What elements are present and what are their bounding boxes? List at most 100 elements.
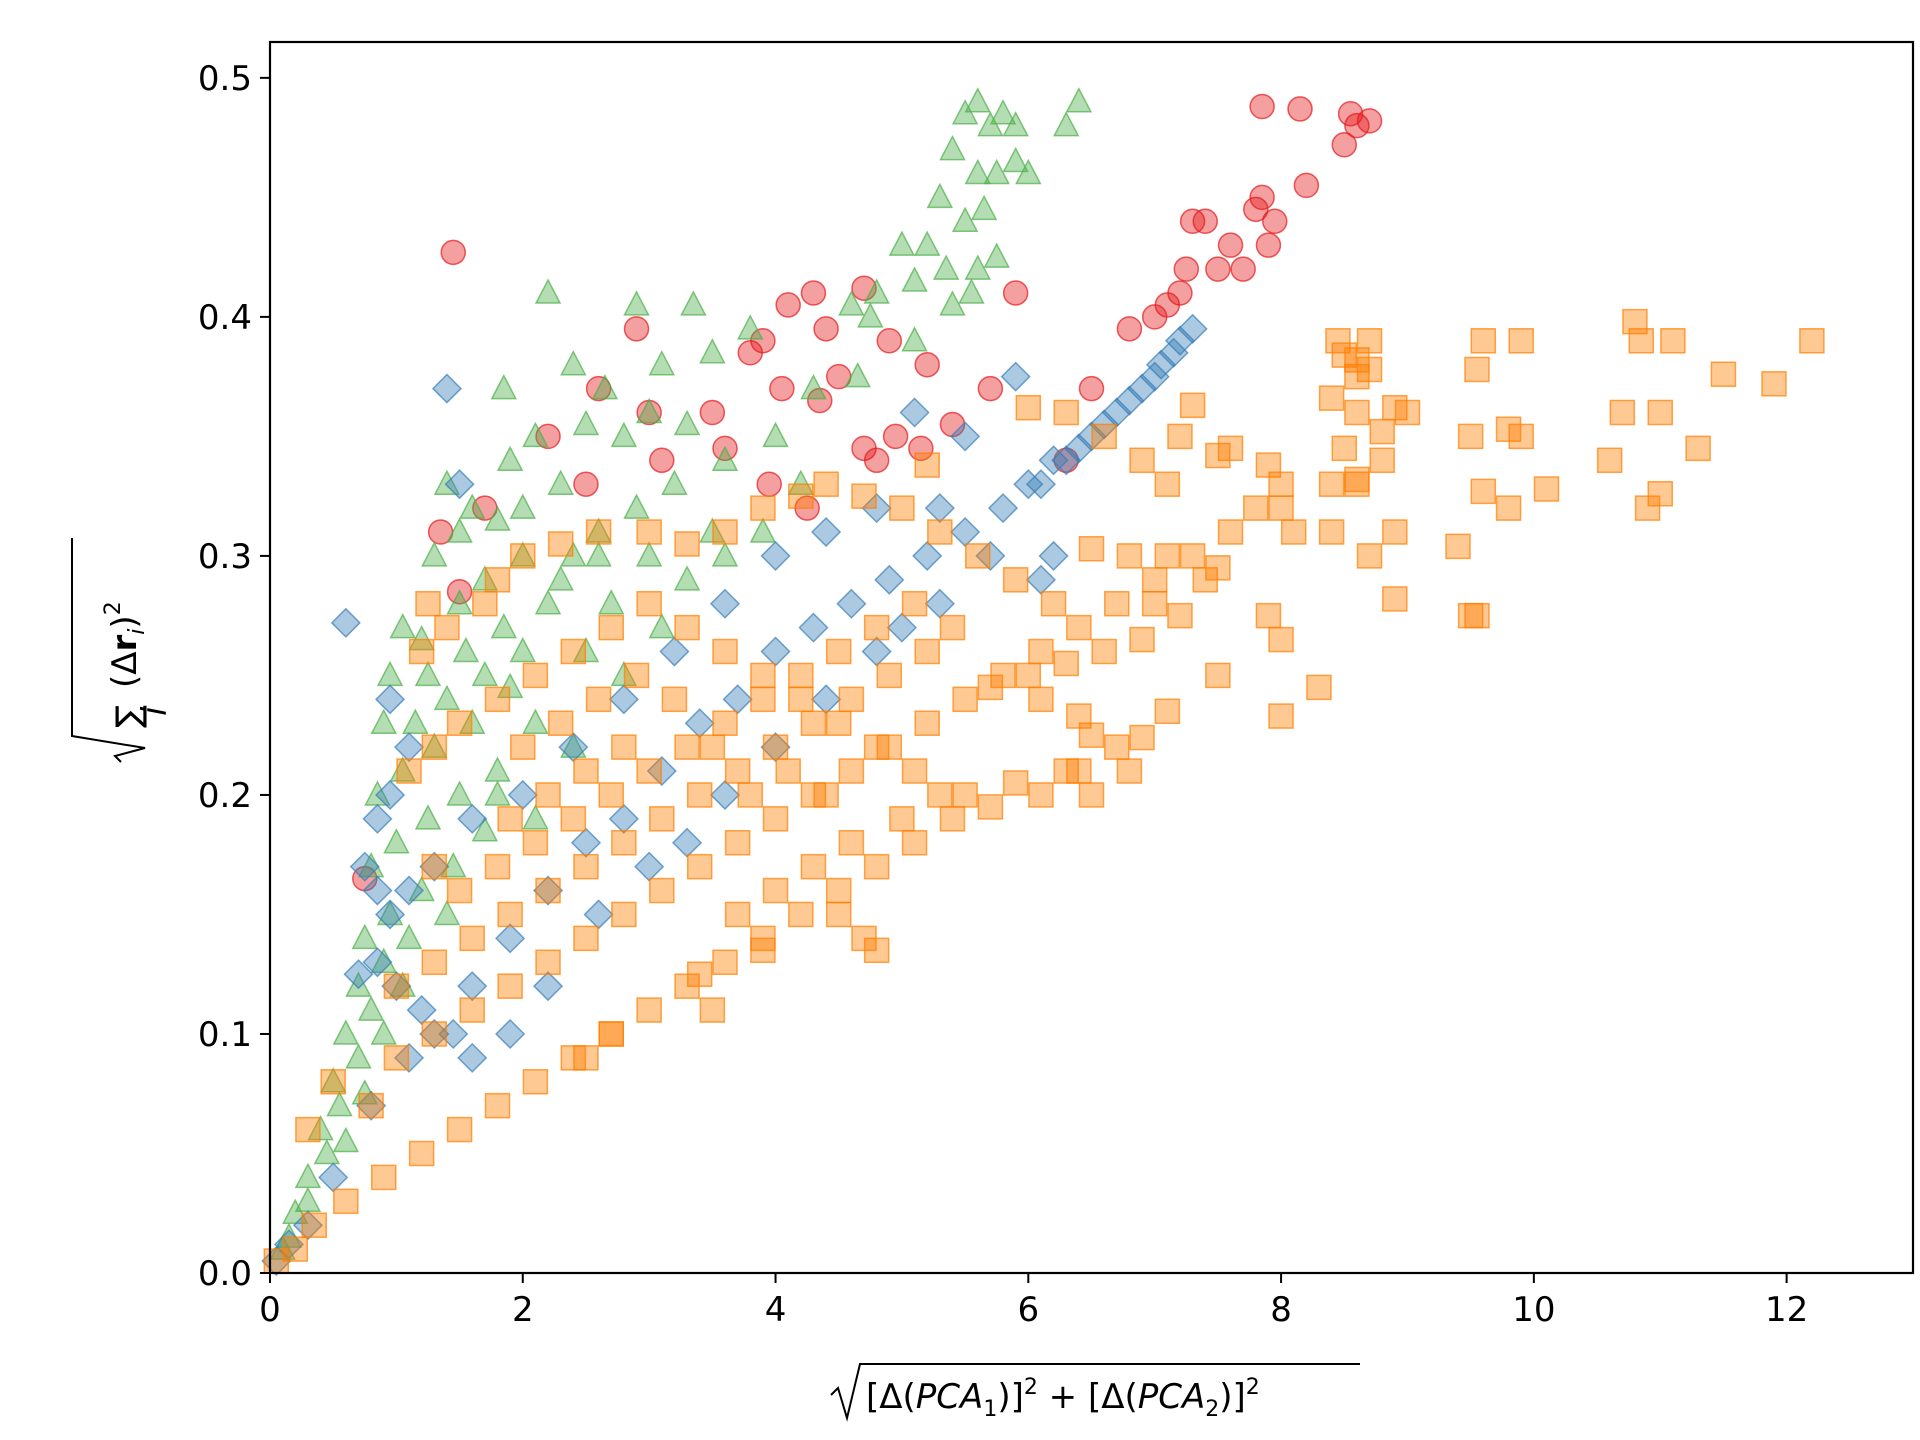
- data-point-triangle: [326, 1091, 353, 1117]
- data-point-circle: [1287, 96, 1313, 122]
- data-point-square: [876, 662, 903, 689]
- data-point-triangle: [623, 493, 650, 519]
- data-point-square: [863, 614, 890, 641]
- data-point-diamond: [362, 803, 393, 834]
- data-point-square: [573, 853, 599, 880]
- data-point-square: [1078, 782, 1105, 808]
- data-point-triangle: [509, 541, 537, 567]
- data-point-triangle: [509, 493, 537, 519]
- data-point-square: [1761, 371, 1787, 397]
- data-point-diamond: [583, 899, 614, 930]
- data-point-triangle: [560, 732, 587, 758]
- data-point-square: [712, 638, 738, 665]
- data-point-triangle: [496, 445, 524, 472]
- x-tick-label: 4: [765, 1290, 787, 1330]
- data-point-square: [1002, 567, 1029, 593]
- data-point-square: [939, 614, 966, 641]
- data-point-triangle: [926, 182, 954, 209]
- data-point-square: [1217, 435, 1244, 462]
- data-point-triangle: [421, 541, 448, 567]
- data-point-square: [838, 686, 865, 713]
- data-point-square: [1470, 478, 1497, 505]
- data-point-square: [674, 614, 700, 641]
- data-point-square: [295, 1116, 321, 1143]
- data-point-square: [1053, 399, 1079, 426]
- data-point-diamond: [798, 612, 829, 643]
- data-point-square: [863, 853, 890, 880]
- data-point-square: [459, 997, 485, 1023]
- data-point-circle: [800, 280, 827, 306]
- data-point-square: [636, 519, 662, 545]
- data-point-circle: [1230, 256, 1256, 282]
- data-point-triangle: [901, 266, 928, 292]
- data-point-square: [484, 686, 511, 713]
- data-point-diamond: [419, 851, 450, 882]
- data-point-square: [1015, 394, 1042, 421]
- data-point-square: [788, 662, 814, 689]
- data-point-diamond: [1139, 361, 1170, 392]
- data-point-square: [1243, 495, 1269, 521]
- data-point-square: [370, 1164, 397, 1191]
- data-point-diamond: [874, 564, 905, 595]
- data-point-square: [825, 901, 852, 928]
- data-point-square: [699, 997, 726, 1023]
- data-point-square: [1002, 770, 1029, 796]
- data-point-diamond: [343, 959, 374, 990]
- data-point-square: [1306, 674, 1332, 701]
- data-point-circle: [1192, 208, 1218, 235]
- data-point-square: [383, 1045, 410, 1071]
- data-point-square: [1154, 543, 1181, 569]
- data-point-square: [1015, 662, 1042, 689]
- data-point-square: [1280, 519, 1307, 545]
- data-point-square: [1141, 567, 1168, 593]
- data-point-triangle: [610, 421, 638, 448]
- data-point-triangle: [560, 350, 587, 376]
- data-point-circle: [1337, 100, 1364, 127]
- data-point-square: [1091, 423, 1117, 450]
- data-point-circle: [1262, 208, 1288, 235]
- data-point-diamond: [457, 803, 488, 834]
- data-point-square: [598, 1021, 624, 1047]
- data-point-square: [408, 638, 435, 665]
- data-point-circle: [876, 328, 903, 354]
- data-point-triangle: [446, 589, 473, 615]
- data-point-circle: [1173, 256, 1200, 282]
- data-point-circle: [699, 399, 726, 426]
- data-point-triangle: [522, 708, 549, 734]
- data-point-square: [927, 519, 953, 545]
- data-point-diamond: [1177, 313, 1208, 344]
- series-triangle: [269, 87, 1093, 1260]
- data-point-square: [952, 782, 978, 808]
- data-point-square: [1464, 602, 1490, 629]
- data-point-triangle: [408, 624, 435, 651]
- data-point-triangle: [509, 636, 537, 663]
- data-point-square: [611, 734, 637, 760]
- data-point-triangle: [591, 373, 619, 400]
- data-point-circle: [1255, 232, 1282, 258]
- data-point-diamond: [393, 732, 425, 763]
- series-diamond: [261, 313, 1208, 1277]
- data-point-triangle: [1002, 146, 1029, 173]
- data-point-diamond: [709, 588, 741, 619]
- data-point-square: [1325, 328, 1351, 354]
- data-point-circle: [1078, 375, 1105, 402]
- data-point-square: [1066, 614, 1092, 641]
- data-point-triangle: [661, 469, 688, 495]
- data-point-square: [712, 519, 738, 545]
- svg-text:(Δri)2: (Δri)2: [101, 601, 150, 688]
- data-point-diamond: [924, 588, 955, 619]
- data-point-diamond: [457, 971, 488, 1002]
- data-point-square: [282, 1236, 309, 1262]
- data-point-triangle: [490, 612, 518, 639]
- data-point-square: [598, 614, 624, 641]
- data-point-triangle: [402, 708, 429, 734]
- data-point-triangle: [294, 1162, 322, 1189]
- data-point-square: [661, 686, 688, 713]
- data-point-diamond: [507, 779, 538, 811]
- data-point-triangle: [370, 1019, 397, 1045]
- data-point-triangle: [458, 493, 486, 519]
- data-point-diamond: [495, 1018, 526, 1050]
- data-point-triangle: [522, 804, 549, 830]
- data-point-diamond: [950, 421, 981, 452]
- data-point-diamond: [987, 493, 1019, 524]
